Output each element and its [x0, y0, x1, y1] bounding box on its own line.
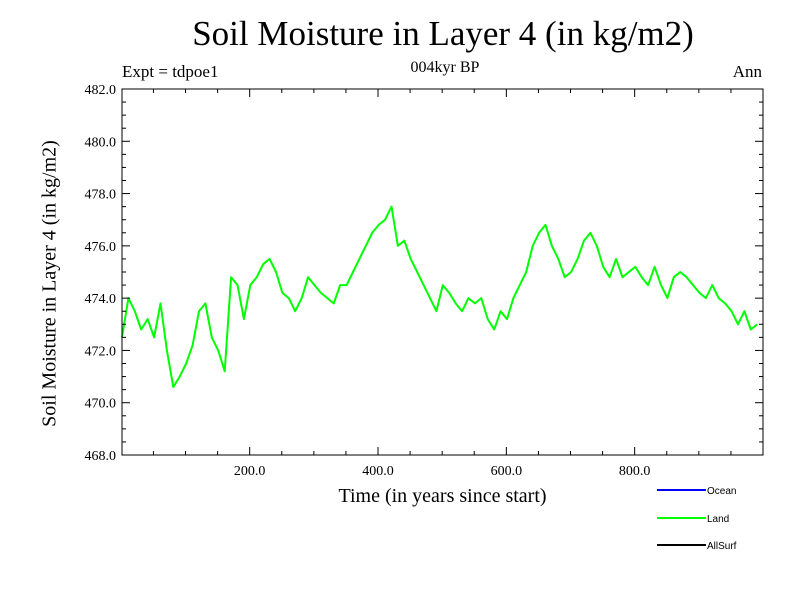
- legend-label-ocean: Ocean: [707, 486, 736, 497]
- y-tick-label: 468.0: [85, 449, 117, 464]
- series-layer: [121, 205, 758, 388]
- x-axis-label: Time (in years since start): [338, 485, 547, 507]
- x-tick-label: 400.0: [362, 464, 394, 479]
- x-tick-label: 200.0: [234, 464, 266, 479]
- series-line-land: [121, 205, 758, 388]
- legend: Ocean Land AllSurf: [657, 486, 737, 552]
- x-tick-label: 600.0: [491, 464, 523, 479]
- chart-title: Soil Moisture in Layer 4 (in kg/m2): [192, 14, 694, 53]
- y-tick-label: 474.0: [85, 292, 117, 307]
- x-tick-label: 800.0: [619, 464, 651, 479]
- season-label: Ann: [732, 62, 762, 81]
- chart-subtitle: 004kyr BP: [410, 59, 480, 76]
- legend-label-allsurf: AllSurf: [707, 541, 737, 552]
- y-tick-label: 478.0: [85, 188, 117, 203]
- y-tick-label: 472.0: [85, 344, 117, 359]
- experiment-label: Expt = tdpoe1: [122, 62, 219, 81]
- y-tick-label: 480.0: [85, 135, 117, 150]
- axis-layer: 200.0 400.0 600.0 800.0 468.0 470.0 472.0 474.0…: [85, 83, 763, 479]
- y-tick-label: 470.0: [85, 397, 117, 412]
- y-tick-label: 476.0: [85, 240, 117, 255]
- plot-frame: [121, 88, 764, 456]
- y-tick-label: 482.0: [85, 83, 117, 98]
- legend-label-land: Land: [707, 514, 729, 525]
